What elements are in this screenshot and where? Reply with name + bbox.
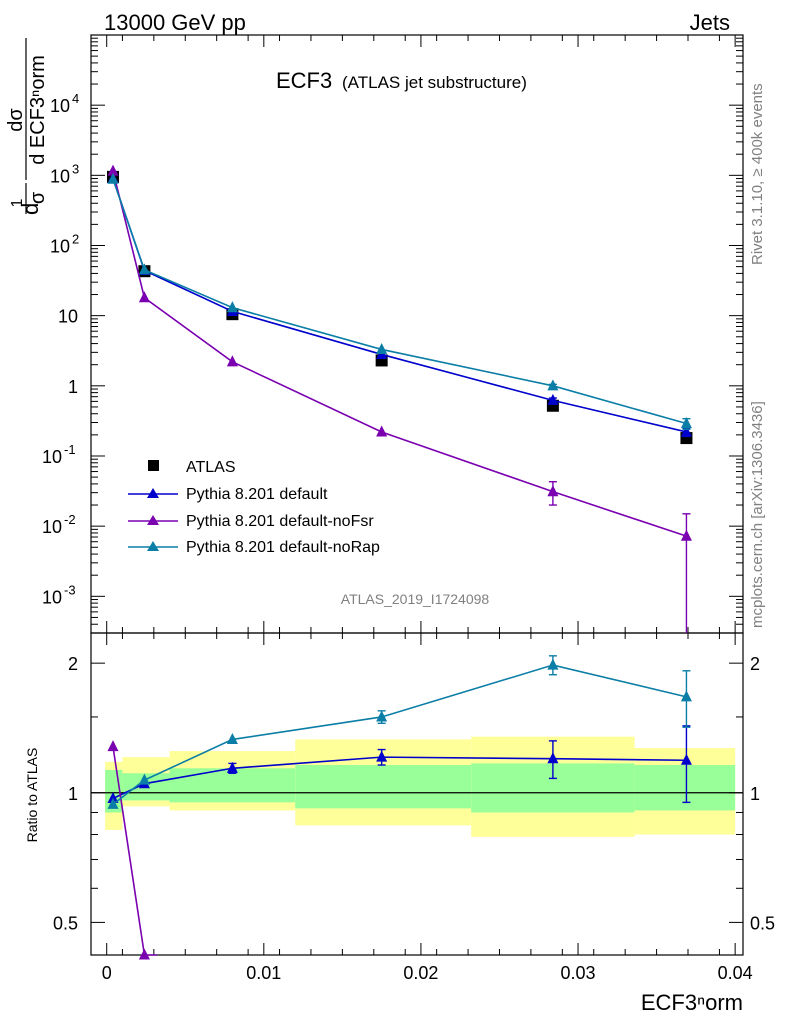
y-label-frac2-den: d ECF3ⁿorm: [27, 55, 49, 165]
y-tick-label-top-7: 10: [50, 96, 70, 116]
y-tick-exp-top-6: 3: [72, 161, 79, 176]
data-point: [107, 164, 119, 176]
ratio-point: [376, 750, 388, 762]
y-label-prefix: d: [18, 203, 43, 215]
legend-marker-atlas: [148, 460, 159, 471]
ratio-point: [138, 773, 150, 785]
y-tick-label-top-0: 10: [42, 587, 62, 607]
ratio-point: [138, 948, 150, 960]
data-point: [680, 417, 692, 429]
ratio-point: [547, 658, 559, 670]
ratio-panel-series: [107, 655, 692, 960]
series-line-2: [112, 170, 687, 537]
header-right: Jets: [690, 10, 730, 35]
y-tick-label-ratio-0: 0.5: [53, 913, 78, 933]
legend-label-atlas: ATLAS: [186, 459, 236, 476]
y-tick-label-top-2: 10: [42, 447, 62, 467]
series-line-3: [112, 178, 687, 425]
y-axis-label-ratio: Ratio to ATLAS: [24, 748, 40, 843]
data-point: [138, 263, 150, 275]
legend-marker-nofsr: [147, 515, 159, 525]
legend: ATLAS Pythia 8.201 default Pythia 8.201 …: [128, 459, 380, 556]
header-left: 13000 GeV pp: [104, 10, 246, 35]
ratio-point: [680, 753, 692, 765]
y-tick-exp-top-1: -2: [64, 512, 76, 527]
data-point: [226, 355, 238, 367]
y-tick-exp-top-5: 2: [72, 231, 79, 246]
legend-marker-default: [147, 488, 159, 498]
y-tick-label-top-5: 10: [50, 236, 70, 256]
band-green-3: [295, 765, 472, 809]
y-tick-exp-top-7: 4: [72, 91, 79, 106]
y-tick-label-top-4: 10: [58, 307, 78, 327]
ratio-point: [226, 732, 238, 744]
y-tick-label-ratio-right-1: 1: [750, 784, 760, 804]
ratio-point: [107, 740, 119, 752]
top-panel-series: [106, 164, 693, 633]
ratio-point: [547, 752, 559, 764]
ratio-point: [680, 690, 692, 702]
data-point: [547, 379, 559, 391]
analysis-id: ATLAS_2019_I1724098: [341, 591, 490, 607]
y-tick-label-ratio-1: 1: [68, 784, 78, 804]
y-tick-label-ratio-2: 2: [68, 654, 78, 674]
y-tick-label-top-3: 1: [68, 377, 78, 397]
legend-label-norap: Pythia 8.201 default-noRap: [186, 539, 380, 556]
data-point: [547, 393, 559, 405]
x-tick-label-3: 0.03: [561, 963, 596, 983]
legend-label-nofsr: Pythia 8.201 default-noFsr: [186, 513, 374, 530]
plot-title-sub: (ATLAS jet substructure): [342, 73, 527, 92]
rivet-label: Rivet 3.1.10, ≥ 400k events: [749, 83, 766, 265]
ratio-point: [107, 797, 119, 809]
y-tick-label-ratio-right-2: 2: [750, 654, 760, 674]
x-tick-label-0: 0: [102, 963, 112, 983]
data-point: [226, 301, 238, 313]
series-line-1: [112, 178, 687, 433]
y-tick-label-ratio-right-0: 0.5: [750, 913, 775, 933]
y-axis-label-top: d 1 σ dσ d ECF3ⁿorm: [5, 38, 49, 215]
x-tick-label-2: 0.02: [403, 963, 438, 983]
data-point: [376, 342, 388, 354]
x-axis-label: ECF3ⁿorm: [641, 990, 743, 1015]
y-label-frac1-num: 1: [9, 198, 26, 207]
ratio-point: [226, 761, 238, 773]
data-point: [680, 529, 692, 541]
y-tick-label-top-6: 10: [50, 166, 70, 186]
y-tick-exp-top-2: -1: [64, 442, 76, 457]
y-label-frac1-den: σ: [27, 191, 49, 204]
y-label-frac2-num: dσ: [5, 108, 27, 132]
ratio-panel-frame: [90, 632, 744, 956]
ratio-uncertainty-bands: [105, 736, 736, 837]
data-point: [138, 291, 150, 303]
band-green-5: [634, 765, 736, 811]
legend-label-default: Pythia 8.201 default: [186, 486, 328, 503]
x-tick-label-1: 0.01: [246, 963, 281, 983]
x-tick-label-4: 0.04: [718, 963, 753, 983]
ratio-point: [376, 710, 388, 722]
y-tick-label-top-1: 10: [42, 517, 62, 537]
data-point: [107, 172, 119, 184]
legend-marker-norap: [147, 541, 159, 551]
data-point: [547, 485, 559, 497]
y-tick-exp-top-0: -3: [64, 582, 76, 597]
ratio-point: [107, 791, 119, 804]
mcplots-label: mcplots.cern.ch [arXiv:1306.3436]: [749, 401, 766, 628]
data-point: [680, 425, 692, 437]
ratio-line-0: [112, 756, 687, 800]
data-point: [376, 425, 388, 437]
plot-title-main: ECF3: [276, 68, 332, 93]
